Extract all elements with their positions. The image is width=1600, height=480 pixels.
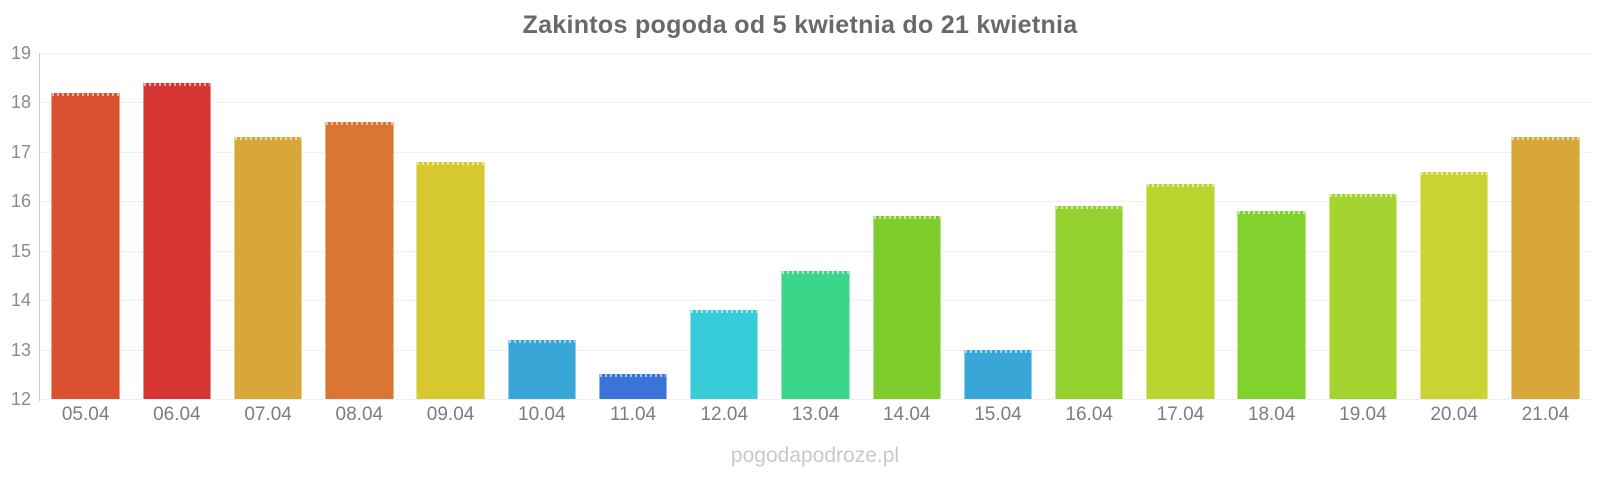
bar-20.04[interactable] — [1419, 171, 1489, 399]
x-tick-label-14.04: 14.04 — [882, 404, 931, 425]
y-axis-labels: 19 18 17 16 15 14 13 12 — [0, 43, 31, 409]
x-tick-label-09.04: 09.04 — [426, 404, 475, 425]
x-tick-label-08.04: 08.04 — [335, 404, 384, 425]
bar-cell-21.04 — [1500, 53, 1591, 399]
gridline-16 — [39, 201, 1591, 203]
x-tick-label-05.04: 05.04 — [61, 404, 110, 425]
bar-17.04[interactable] — [1146, 184, 1215, 399]
bars-container — [40, 53, 1591, 399]
y-axis-line — [39, 53, 40, 401]
bar-cell-07.04 — [222, 53, 313, 399]
x-tick-label-07.04: 07.04 — [244, 404, 292, 425]
bar-cell-17.04 — [1135, 53, 1226, 399]
x-tick-label-15.04: 15.04 — [974, 404, 1022, 425]
y-tick-label-15: 15 — [10, 240, 31, 261]
x-tick-label-10.04: 10.04 — [518, 404, 566, 425]
bar-13.04[interactable] — [781, 270, 850, 399]
bar-18.04[interactable] — [1237, 211, 1306, 399]
x-axis-labels: 05.04 06.04 07.04 08.04 09.04 10.04 11.04 12.04… — [40, 403, 1591, 427]
x-tick-label-06.04: 06.04 — [153, 404, 201, 425]
x-tick-label-17.04: 17.04 — [1156, 404, 1205, 425]
y-tick-label-13: 13 — [10, 339, 31, 360]
gridline-18 — [39, 102, 1591, 104]
x-tick-label-21.04: 21.04 — [1521, 404, 1570, 425]
y-tick-label-17: 17 — [10, 141, 31, 162]
bar-15.04[interactable] — [963, 349, 1033, 399]
bar-cell-15.04 — [952, 53, 1043, 399]
bar-19.04[interactable] — [1328, 193, 1398, 399]
bar-cell-19.04 — [1317, 53, 1408, 399]
x-tick-label-13.04: 13.04 — [791, 404, 840, 425]
bar-08.04[interactable] — [325, 122, 394, 399]
bar-21.04[interactable] — [1511, 137, 1580, 399]
bar-cell-08.04 — [314, 53, 405, 399]
bar-05.04[interactable] — [51, 92, 120, 399]
bar-09.04[interactable] — [416, 161, 485, 399]
bar-12.04[interactable] — [690, 310, 759, 399]
x-tick-label-12.04: 12.04 — [700, 404, 749, 425]
y-tick-label-14: 14 — [10, 290, 31, 311]
bar-14.04[interactable] — [872, 216, 941, 399]
bar-06.04[interactable] — [142, 82, 212, 399]
y-tick-label-18: 18 — [10, 92, 31, 113]
bar-11.04[interactable] — [598, 374, 668, 399]
gridline-15 — [39, 250, 1591, 252]
bar-cell-14.04 — [861, 53, 952, 399]
gridline-12 — [39, 399, 1591, 400]
x-tick-label-19.04: 19.04 — [1339, 404, 1387, 425]
bar-cell-10.04 — [496, 53, 587, 399]
gridline-19 — [39, 53, 1591, 54]
bar-cell-06.04 — [131, 53, 222, 399]
chart-title: Zakintos pogoda od 5 kwietnia do 21 kwie… — [522, 11, 1078, 39]
x-tick-label-11.04: 11.04 — [609, 404, 657, 425]
y-tick-label-19: 19 — [10, 43, 31, 63]
x-tick-label-16.04: 16.04 — [1065, 404, 1113, 425]
x-tick-label-18.04: 18.04 — [1247, 404, 1296, 425]
bar-16.04[interactable] — [1054, 206, 1124, 399]
bar-cell-05.04 — [40, 53, 131, 399]
y-tick-label-16: 16 — [10, 191, 31, 212]
bar-cell-13.04 — [770, 53, 861, 399]
bar-10.04[interactable] — [507, 339, 576, 399]
bar-cell-11.04 — [587, 53, 678, 399]
gridline-17 — [39, 151, 1591, 153]
bar-cell-18.04 — [1226, 53, 1317, 399]
x-tick-label-20.04: 20.04 — [1430, 404, 1478, 425]
bar-cell-20.04 — [1409, 53, 1500, 399]
watermark: pogodapodroze.pl — [730, 444, 900, 467]
y-tick-label-12: 12 — [10, 389, 31, 409]
bar-cell-09.04 — [405, 53, 496, 399]
bar-cell-12.04 — [679, 53, 770, 399]
bar-cell-16.04 — [1044, 53, 1135, 399]
bar-07.04[interactable] — [233, 137, 303, 399]
